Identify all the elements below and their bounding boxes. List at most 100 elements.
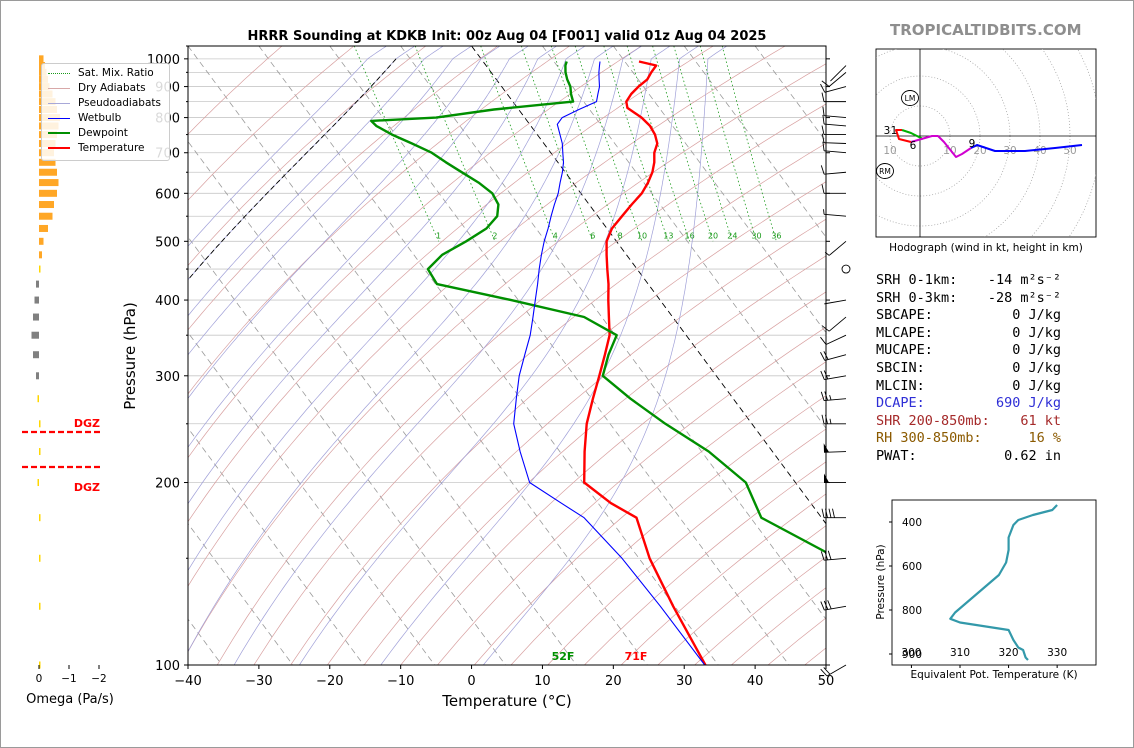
- mixing-ratio-label: 2: [492, 231, 497, 240]
- hodograph-height-label: 6: [910, 140, 917, 152]
- storm-motion-marker: [876, 163, 894, 179]
- parameter-name: SHR 200-850mb:: [876, 412, 990, 429]
- mixing-ratio-line: [673, 46, 733, 242]
- mixing-ratio-line: [574, 46, 643, 242]
- parameter-name: MUCAPE:: [876, 342, 933, 359]
- x-tick-label: 30: [676, 674, 693, 689]
- barb-staff: [824, 375, 847, 381]
- theta-e-panel: 300 310 320 330 400 600 800 900: [889, 499, 1097, 668]
- dry-adiabat: [188, 46, 427, 266]
- y-tick-label: 100: [155, 659, 180, 674]
- omega-bar: [39, 420, 41, 428]
- parameter-value: -14 m²s⁻²: [987, 272, 1061, 288]
- storm-motion-label: RM: [879, 167, 891, 176]
- barb-staff: [828, 72, 847, 87]
- pseudoadiabat: [188, 46, 387, 247]
- omega-bar: [39, 554, 41, 562]
- barb-full: [820, 391, 825, 401]
- wind-barb: [821, 125, 846, 136]
- x-tick-label: 50: [818, 674, 835, 689]
- isotherm: [329, 46, 790, 665]
- barb-full: [822, 141, 825, 151]
- wind-barb: [823, 443, 847, 453]
- parameter-name: SBCAPE:: [876, 307, 933, 324]
- wind-barb: [820, 664, 847, 677]
- omega-bar: [39, 55, 44, 63]
- mixing-ratio-label: 1: [436, 231, 441, 240]
- barb-full: [820, 551, 825, 561]
- parcel-descent-path: [188, 58, 397, 281]
- omega-bar: [34, 296, 39, 304]
- skewt-background-lines: 1 2 4 6 8 10 13 16 20 24 30 36: [188, 46, 826, 665]
- series-line-temperature: [583, 60, 707, 665]
- barb-staff: [823, 451, 847, 453]
- parameter-row: MLCAPE: 0 J/kg: [876, 325, 1061, 342]
- barb-staff: [824, 398, 847, 402]
- surface-dewpoint-label: 52F: [552, 650, 575, 663]
- omega-bar: [39, 179, 59, 187]
- mixing-ratio-line: [626, 46, 691, 242]
- theta-e-xlabel: Equivalent Pot. Temperature (K): [910, 669, 1077, 681]
- wind-barb: [820, 334, 847, 345]
- barb-full: [822, 106, 825, 116]
- parameter-value: 0 J/kg: [1012, 377, 1061, 394]
- y-axis-label: Pressure (hPa): [121, 302, 139, 410]
- theta-e-xtick-label: 300: [901, 647, 921, 659]
- parameter-name: MLCAPE:: [876, 324, 933, 341]
- barb-full: [832, 508, 835, 518]
- parameter-value: -28 m²s⁻²: [987, 289, 1061, 306]
- mixing-ratio-label: 36: [771, 231, 781, 240]
- pseudoadiabat: [188, 46, 586, 572]
- mixing-ratio-label: 13: [663, 231, 673, 240]
- wind-barb: [822, 114, 847, 127]
- barb-staff: [824, 123, 847, 127]
- omega-bar: [39, 237, 44, 245]
- parameter-row: RH 300-850mb: 16 %: [876, 430, 1061, 447]
- mixing-ratio-label: 4: [553, 231, 558, 240]
- wind-barb: [841, 264, 851, 274]
- barb-full: [823, 667, 831, 675]
- dgz-label: DGZ: [74, 481, 100, 494]
- wind-barb: [823, 209, 847, 217]
- skewt-axes-frame: [187, 45, 827, 666]
- barb-full: [820, 370, 825, 380]
- parameter-name: PWAT:: [876, 448, 917, 464]
- barb-full: [821, 133, 825, 143]
- omega-tick-label: −2: [91, 673, 106, 685]
- parameter-value: 0.62 in: [1004, 448, 1061, 464]
- dry-adiabat: [188, 46, 642, 459]
- wind-barb: [821, 316, 847, 332]
- barb-full: [820, 668, 828, 677]
- theta-e-ylabel: Pressure (hPa): [875, 544, 887, 619]
- pseudoadiabat: [188, 46, 557, 505]
- omega-bar: [33, 313, 39, 321]
- isotherm: [188, 236, 506, 665]
- wind-barb: [821, 414, 846, 425]
- pseudoadiabat: [188, 46, 614, 653]
- pseudoadiabat: [188, 46, 529, 448]
- barb-full: [821, 125, 825, 135]
- isotherm: [188, 523, 294, 665]
- x-tick-label: −30: [245, 674, 272, 689]
- hodograph-ring-label: 10: [883, 145, 896, 157]
- theta-e-frame: [891, 499, 1097, 666]
- wind-barb: [820, 391, 847, 402]
- theta-e-xtick-label: 310: [950, 647, 970, 659]
- barb-full: [827, 600, 832, 610]
- isotherm: [188, 140, 577, 665]
- barb-staff: [824, 354, 847, 361]
- dry-adiabat: [188, 46, 714, 523]
- dry-adiabat: [363, 255, 826, 665]
- dry-adiabat: [437, 326, 826, 665]
- dry-adiabat: [253, 142, 826, 665]
- omega-bar: [39, 212, 53, 220]
- wind-barb: [820, 165, 847, 175]
- dry-adiabat: [290, 181, 826, 665]
- parameter-value: 0 J/kg: [1012, 324, 1061, 341]
- wind-barb: [822, 141, 847, 154]
- brand-logo-text: TROPICALTIDBITS.COM: [890, 21, 1082, 39]
- theta-e-ytick-label: 900: [902, 649, 922, 661]
- dry-adiabat: [216, 103, 826, 665]
- parameter-row: SBCAPE: 0 J/kg: [876, 307, 1061, 324]
